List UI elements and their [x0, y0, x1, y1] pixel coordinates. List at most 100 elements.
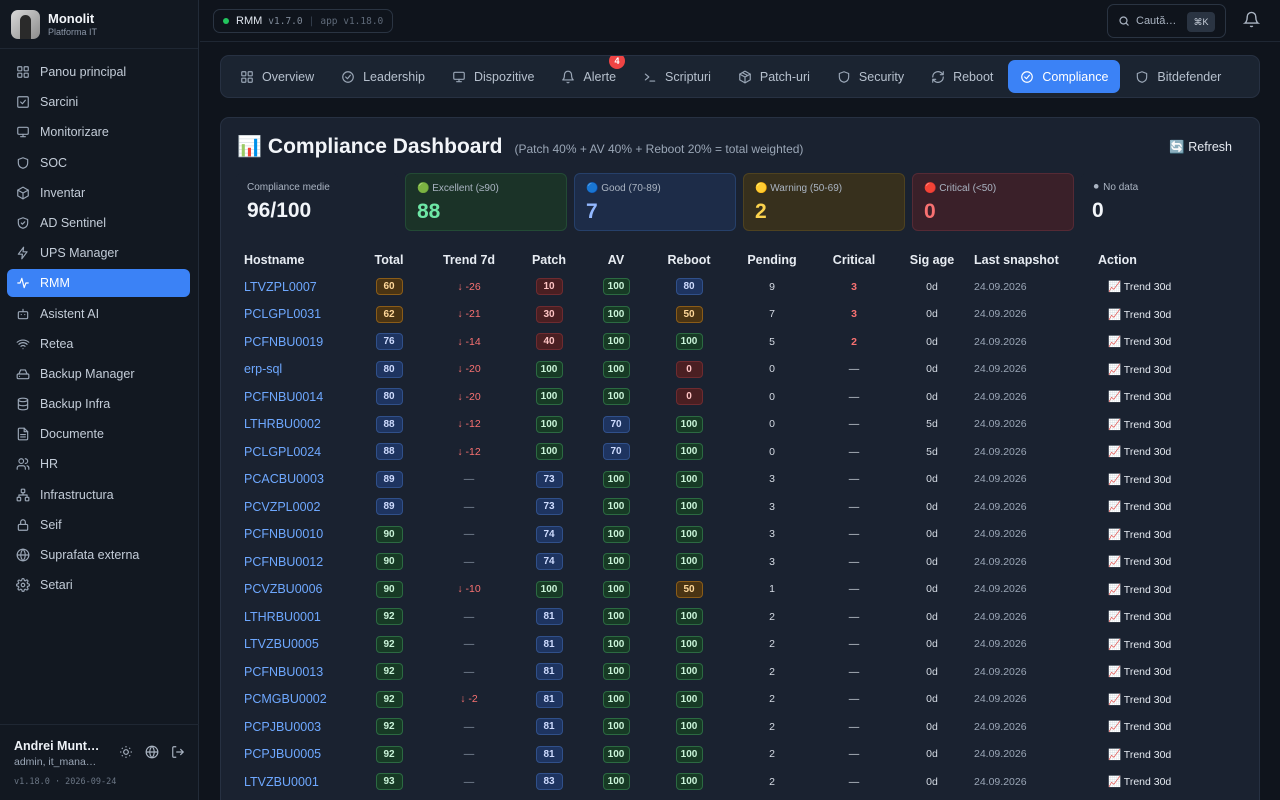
- av-score-badge: 100: [602, 635, 630, 653]
- refresh-button[interactable]: 🔄 Refresh: [1169, 140, 1232, 154]
- sidebar-item-seif[interactable]: Seif: [7, 511, 190, 539]
- tab-dispozitive[interactable]: Dispozitive: [440, 60, 546, 93]
- trend-30d-button[interactable]: 📈 Trend 30d: [1108, 638, 1172, 651]
- column-header-hostname[interactable]: Hostname: [244, 252, 305, 267]
- trend-30d-button[interactable]: 📈 Trend 30d: [1108, 473, 1172, 486]
- total-score-badge: 88: [375, 415, 403, 433]
- column-header-av[interactable]: AV: [607, 252, 625, 267]
- hostname-link[interactable]: erp-sql: [244, 362, 283, 377]
- column-header-critical[interactable]: Critical: [832, 252, 876, 267]
- trend-30d-button[interactable]: 📈 Trend 30d: [1108, 336, 1172, 349]
- hostname-link[interactable]: LTVZBU0001: [244, 774, 319, 789]
- column-header-last-snapshot[interactable]: Last snapshot: [974, 252, 1059, 267]
- sidebar-item-backup-manager[interactable]: Backup Manager: [7, 360, 190, 388]
- trend-30d-button[interactable]: 📈 Trend 30d: [1108, 666, 1172, 679]
- sidebar-item-panou-principal[interactable]: Panou principal: [7, 58, 190, 86]
- sidebar-item-ad-sentinel[interactable]: AD Sentinel: [7, 209, 190, 237]
- sidebar-item-setari[interactable]: Setari: [7, 571, 190, 599]
- hostname-link[interactable]: PCFNBU0014: [244, 389, 324, 404]
- column-header-total[interactable]: Total: [374, 252, 404, 267]
- trend-30d-button[interactable]: 📈 Trend 30d: [1108, 281, 1172, 294]
- hostname-link[interactable]: PCFNBU0013: [244, 664, 324, 679]
- sidebar-item-ups-manager[interactable]: UPS Manager: [7, 239, 190, 267]
- trend-30d-button[interactable]: 📈 Trend 30d: [1108, 418, 1172, 431]
- hostname-link[interactable]: LTVZPL0007: [244, 279, 317, 294]
- hostname-link[interactable]: LTHRBU0002: [244, 417, 321, 432]
- sidebar-item-inventar[interactable]: Inventar: [7, 179, 190, 207]
- notifications-bell-icon[interactable]: [1242, 11, 1261, 31]
- hostname-link[interactable]: PCFNBU0010: [244, 527, 324, 542]
- trend-30d-button[interactable]: 📈 Trend 30d: [1108, 446, 1172, 459]
- trend-30d-button[interactable]: 📈 Trend 30d: [1108, 748, 1172, 761]
- trend-30d-button[interactable]: 📈 Trend 30d: [1108, 308, 1172, 321]
- tab-label: Bitdefender: [1157, 69, 1222, 84]
- theme-sun-icon[interactable]: [119, 745, 133, 762]
- trend-30d-button[interactable]: 📈 Trend 30d: [1108, 721, 1172, 734]
- reboot-cell: 100: [652, 713, 726, 741]
- tab-compliance[interactable]: Compliance: [1008, 60, 1121, 93]
- cube-icon: [16, 186, 30, 200]
- column-header-pending[interactable]: Pending: [747, 252, 797, 267]
- column-header-reboot[interactable]: Reboot: [667, 252, 711, 267]
- sidebar-item-asistent-ai[interactable]: Asistent AI: [7, 300, 190, 328]
- reboot-score-badge: 100: [675, 415, 703, 433]
- brand-title: Monolit: [48, 11, 95, 26]
- logout-icon[interactable]: [171, 745, 185, 762]
- hostname-link[interactable]: PCPJBU0005: [244, 747, 322, 762]
- pending-count: 0: [769, 363, 775, 376]
- tab-reboot[interactable]: Reboot: [919, 60, 1005, 93]
- reboot-score-badge: 100: [675, 498, 703, 516]
- panel-heading: 📊 Compliance Dashboard (Patch 40% + AV 4…: [237, 134, 803, 159]
- trend-30d-button[interactable]: 📈 Trend 30d: [1108, 556, 1172, 569]
- trend-30d-button[interactable]: 📈 Trend 30d: [1108, 776, 1172, 789]
- sidebar-item-infrastructura[interactable]: Infrastructura: [7, 481, 190, 509]
- search-input[interactable]: Caută… ⌘K: [1107, 4, 1226, 38]
- sidebar-item-hr[interactable]: HR: [7, 450, 190, 478]
- hostname-link[interactable]: PCVZPL0002: [244, 499, 321, 514]
- grid-icon: [240, 70, 254, 84]
- sidebar-item-soc[interactable]: SOC: [7, 149, 190, 177]
- column-header-action[interactable]: Action: [1098, 252, 1137, 267]
- sidebar-item-suprafata-externa[interactable]: Suprafata externa: [7, 541, 190, 569]
- hostname-link[interactable]: PCFNBU0012: [244, 554, 324, 569]
- column-header-trend-7d[interactable]: Trend 7d: [442, 252, 496, 267]
- trend-30d-button[interactable]: 📈 Trend 30d: [1108, 528, 1172, 541]
- hostname-link[interactable]: PCACBU0003: [244, 472, 324, 487]
- trend-30d-button[interactable]: 📈 Trend 30d: [1108, 501, 1172, 514]
- column-header-patch[interactable]: Patch: [531, 252, 567, 267]
- sidebar-item-backup-infra[interactable]: Backup Infra: [7, 390, 190, 418]
- tab-overview[interactable]: Overview: [228, 60, 326, 93]
- hostname-link[interactable]: PCMGBU0002: [244, 692, 327, 707]
- card-value: 0: [924, 200, 936, 223]
- tab-leadership[interactable]: Leadership: [329, 60, 437, 93]
- tab-bitdefender[interactable]: Bitdefender: [1123, 60, 1233, 93]
- rmm-version-chip: RMM v1.7.0 | app v1.18.0: [213, 9, 393, 33]
- tab-alerte[interactable]: Alerte 4: [549, 56, 628, 93]
- hostname-link[interactable]: PCLGPL0031: [244, 307, 322, 322]
- column-header-sig-age[interactable]: Sig age: [909, 252, 955, 267]
- trend-30d-button[interactable]: 📈 Trend 30d: [1108, 583, 1172, 596]
- hostname-link[interactable]: LTVZBU0005: [244, 637, 319, 652]
- hostname-link[interactable]: PCVZBU0006: [244, 582, 323, 597]
- trend-30d-button[interactable]: 📈 Trend 30d: [1108, 693, 1172, 706]
- language-globe-icon[interactable]: [145, 745, 159, 762]
- hostname-link[interactable]: PCFNBU0019: [244, 334, 324, 349]
- sidebar-item-retea[interactable]: Retea: [7, 330, 190, 358]
- sidebar-item-monitorizare[interactable]: Monitorizare: [7, 118, 190, 146]
- gear-icon: [16, 578, 30, 593]
- sidebar-item-rmm[interactable]: RMM: [7, 269, 190, 298]
- hostname-link[interactable]: PCPJBU0003: [244, 719, 322, 734]
- trend-30d-button[interactable]: 📈 Trend 30d: [1108, 363, 1172, 376]
- trend-30d-button[interactable]: 📈 Trend 30d: [1108, 391, 1172, 404]
- av-score-badge: 100: [602, 553, 630, 571]
- sidebar-item-documente[interactable]: Documente: [7, 420, 190, 448]
- tab-security[interactable]: Security: [825, 60, 916, 93]
- hostname-link[interactable]: PCLGPL0024: [244, 444, 322, 459]
- hostname-link[interactable]: LTHRBU0001: [244, 609, 321, 624]
- sidebar-item-sarcini[interactable]: Sarcini: [7, 88, 190, 116]
- tab-patch-uri[interactable]: Patch-uri: [726, 60, 822, 93]
- brand[interactable]: Monolit Platforma IT: [0, 0, 198, 49]
- tab-scripturi[interactable]: Scripturi: [631, 60, 723, 93]
- reboot-cell: 100: [652, 438, 726, 466]
- trend-30d-button[interactable]: 📈 Trend 30d: [1108, 611, 1172, 624]
